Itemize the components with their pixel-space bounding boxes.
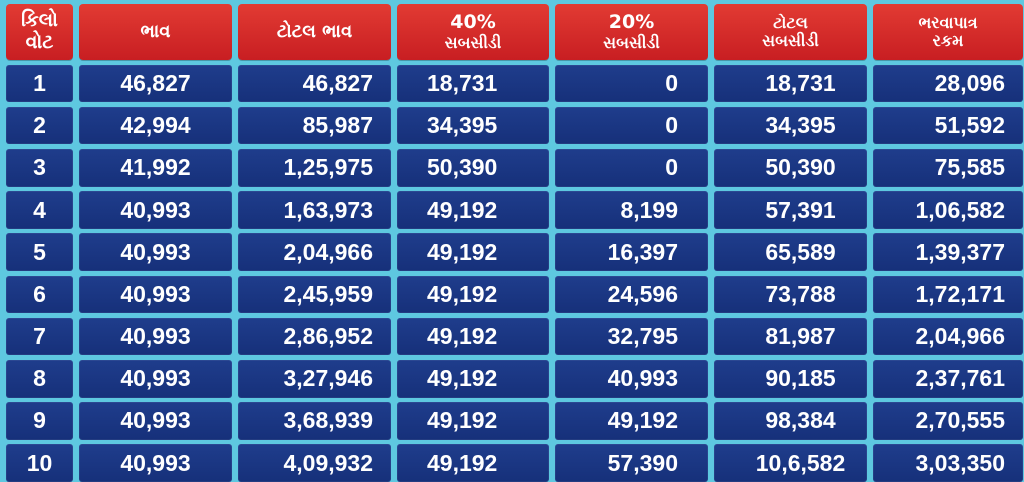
total-price-cell: 2,86,952 [238, 317, 391, 356]
subsidy-20-cell: 24,596 [555, 275, 708, 314]
subsidy-40-cell: 49,192 [397, 275, 549, 314]
subsidy-20-cell: 49,192 [555, 402, 708, 440]
kilowatt-cell: 4 [6, 191, 73, 229]
header-subsidy-20-label: સબસીડી [603, 32, 660, 52]
price-cell: 41,992 [79, 149, 232, 187]
total-subsidy-cell: 18,731 [714, 64, 867, 103]
payable-cell: 1,06,582 [873, 191, 1023, 229]
subsidy-20-cell: 57,390 [555, 444, 708, 482]
subsidy-20-cell: 0 [555, 149, 708, 187]
payable-cell: 1,39,377 [873, 233, 1023, 271]
header-subsidy-20-percent: 20% [608, 10, 655, 33]
subsidy-40-cell: 49,192 [397, 233, 549, 271]
total-subsidy-cell: 98,384 [714, 402, 867, 440]
subsidy-40-cell: 49,192 [397, 360, 549, 398]
payable-cell: 28,096 [873, 64, 1023, 103]
total-price-cell: 85,987 [238, 106, 391, 145]
kilowatt-cell: 1 [6, 64, 73, 103]
kilowatt-cell: 3 [6, 149, 73, 187]
payable-cell: 1,72,171 [873, 275, 1023, 314]
subsidy-20-cell: 8,199 [555, 191, 708, 229]
kilowatt-cell: 5 [6, 233, 73, 271]
price-cell: 46,827 [79, 64, 232, 103]
subsidy-40-cell: 50,390 [397, 149, 549, 187]
total-price-cell: 1,25,975 [238, 149, 391, 187]
subsidy-20-cell: 16,397 [555, 233, 708, 271]
header-subsidy-40-percent: 40% [450, 10, 496, 33]
total-price-cell: 46,827 [238, 64, 391, 103]
total-price-cell: 2,04,966 [238, 233, 391, 271]
subsidy-40-cell: 49,192 [397, 402, 549, 440]
subsidy-40-cell: 49,192 [397, 191, 549, 229]
header-payable-line2: રકમ [932, 31, 964, 50]
total-subsidy-cell: 34,395 [714, 106, 867, 145]
subsidy-40-cell: 49,192 [397, 444, 549, 482]
total-subsidy-cell: 65,589 [714, 233, 867, 271]
header-price: ભાવ [79, 4, 232, 60]
total-subsidy-cell: 10,6,582 [714, 444, 867, 482]
header-total-subsidy-line1: ટોટલ [773, 12, 808, 32]
total-subsidy-cell: 81,987 [714, 317, 867, 356]
header-payable-amount: ભરવાપાત્ર રકમ [873, 4, 1023, 60]
subsidy-20-cell: 40,993 [555, 360, 708, 398]
total-subsidy-cell: 50,390 [714, 149, 867, 187]
subsidy-40-cell: 49,192 [397, 317, 549, 356]
price-cell: 40,993 [79, 275, 232, 314]
total-subsidy-cell: 73,788 [714, 275, 867, 314]
payable-cell: 2,70,555 [873, 402, 1023, 440]
price-cell: 40,993 [79, 444, 232, 482]
subsidy-40-cell: 34,395 [397, 106, 549, 145]
header-total-price-label: ટોટલ ભાવ [276, 20, 353, 42]
price-cell: 40,993 [79, 191, 232, 229]
total-price-cell: 3,68,939 [238, 402, 391, 440]
header-kilowatt: કિલો વોટ [6, 4, 73, 60]
total-subsidy-cell: 57,391 [714, 191, 867, 229]
payable-cell: 2,37,761 [873, 360, 1023, 398]
payable-cell: 2,04,966 [873, 317, 1023, 356]
subsidy-20-cell: 0 [555, 106, 708, 145]
kilowatt-cell: 6 [6, 275, 73, 314]
price-cell: 40,993 [79, 360, 232, 398]
payable-cell: 51,592 [873, 106, 1023, 145]
payable-cell: 3,03,350 [873, 444, 1023, 482]
kilowatt-cell: 9 [6, 402, 73, 440]
total-price-cell: 3,27,946 [238, 360, 391, 398]
header-subsidy-20: 20% સબસીડી [555, 4, 708, 60]
header-kilowatt-line1: કિલો [21, 9, 58, 32]
total-price-cell: 2,45,959 [238, 275, 391, 314]
total-subsidy-cell: 90,185 [714, 360, 867, 398]
header-total-subsidy-line2: સબસીડી [762, 31, 819, 50]
header-payable-line1: ભરવાપાત્ર [918, 12, 978, 32]
header-price-label: ભાવ [140, 20, 171, 42]
kilowatt-cell: 8 [6, 360, 73, 398]
header-kilowatt-line2: વોટ [25, 31, 54, 53]
payable-cell: 75,585 [873, 149, 1023, 187]
kilowatt-cell: 2 [6, 106, 73, 145]
subsidy-20-cell: 0 [555, 64, 708, 103]
header-total-price: ટોટલ ભાવ [238, 4, 391, 60]
header-total-subsidy: ટોટલ સબસીડી [714, 4, 867, 60]
header-subsidy-40-label: સબસીડી [444, 32, 502, 52]
price-cell: 42,994 [79, 106, 232, 145]
total-price-cell: 1,63,973 [238, 191, 391, 229]
price-cell: 40,993 [79, 317, 232, 356]
total-price-cell: 4,09,932 [238, 444, 391, 482]
price-cell: 40,993 [79, 233, 232, 271]
subsidy-40-cell: 18,731 [397, 64, 549, 103]
header-subsidy-40: 40% સબસીડી [397, 4, 549, 60]
price-cell: 40,993 [79, 402, 232, 440]
kilowatt-cell: 7 [6, 317, 73, 356]
subsidy-20-cell: 32,795 [555, 317, 708, 356]
kilowatt-cell: 10 [6, 444, 73, 482]
